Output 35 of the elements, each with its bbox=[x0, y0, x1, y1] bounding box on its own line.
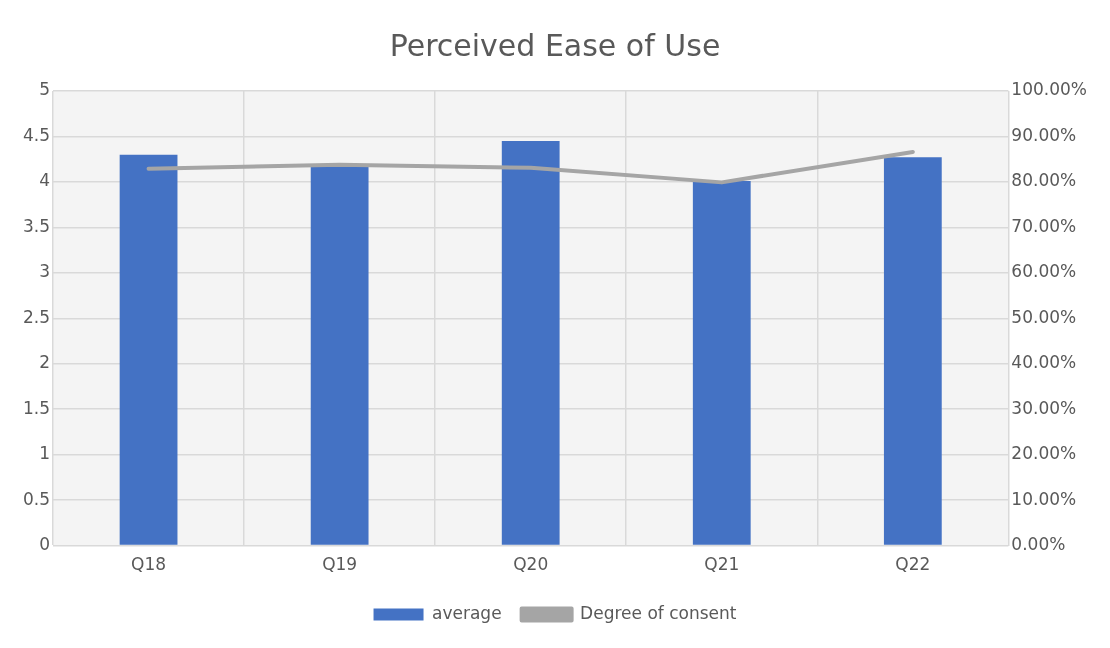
y-tick-label: 2.5 bbox=[22, 306, 51, 327]
y-tick-label: 0.5 bbox=[22, 488, 51, 509]
y2-tick-label: 70.00% bbox=[1011, 215, 1077, 236]
y-tick-label: 2 bbox=[39, 352, 51, 373]
legend-label: Degree of consent bbox=[580, 602, 737, 623]
y-tick-label: 3 bbox=[39, 261, 51, 282]
bar bbox=[119, 154, 178, 545]
y-tick-label: 5 bbox=[39, 79, 51, 100]
legend-label: average bbox=[432, 602, 502, 623]
y-tick-label: 1 bbox=[39, 443, 51, 464]
y2-tick-label: 100.00% bbox=[1011, 79, 1087, 100]
y2-tick-label: 10.00% bbox=[1011, 488, 1077, 509]
y-tick-label: 0 bbox=[39, 534, 51, 555]
y-tick-label: 3.5 bbox=[22, 215, 51, 236]
bar bbox=[692, 181, 751, 545]
y2-tick-label: 90.00% bbox=[1011, 124, 1077, 145]
y2-tick-label: 50.00% bbox=[1011, 306, 1077, 327]
y-tick-label: 4.5 bbox=[22, 124, 51, 145]
x-tick-label: Q18 bbox=[131, 554, 167, 575]
y2-tick-label: 40.00% bbox=[1011, 352, 1077, 373]
x-tick-label: Q21 bbox=[704, 554, 740, 575]
chart-title: Perceived Ease of Use bbox=[389, 27, 721, 63]
bar bbox=[883, 157, 942, 545]
y-tick-label: 1.5 bbox=[22, 397, 51, 418]
y-tick-label: 4 bbox=[39, 170, 51, 191]
y2-tick-label: 0.00% bbox=[1011, 534, 1066, 555]
y2-tick-label: 20.00% bbox=[1011, 443, 1077, 464]
x-tick-label: Q20 bbox=[513, 554, 549, 575]
x-tick-label: Q22 bbox=[895, 554, 931, 575]
bar bbox=[310, 166, 369, 545]
y2-tick-label: 30.00% bbox=[1011, 397, 1077, 418]
y2-tick-label: 80.00% bbox=[1011, 170, 1077, 191]
x-tick-label: Q19 bbox=[322, 554, 358, 575]
y2-tick-label: 60.00% bbox=[1011, 261, 1077, 282]
bar bbox=[501, 141, 560, 545]
